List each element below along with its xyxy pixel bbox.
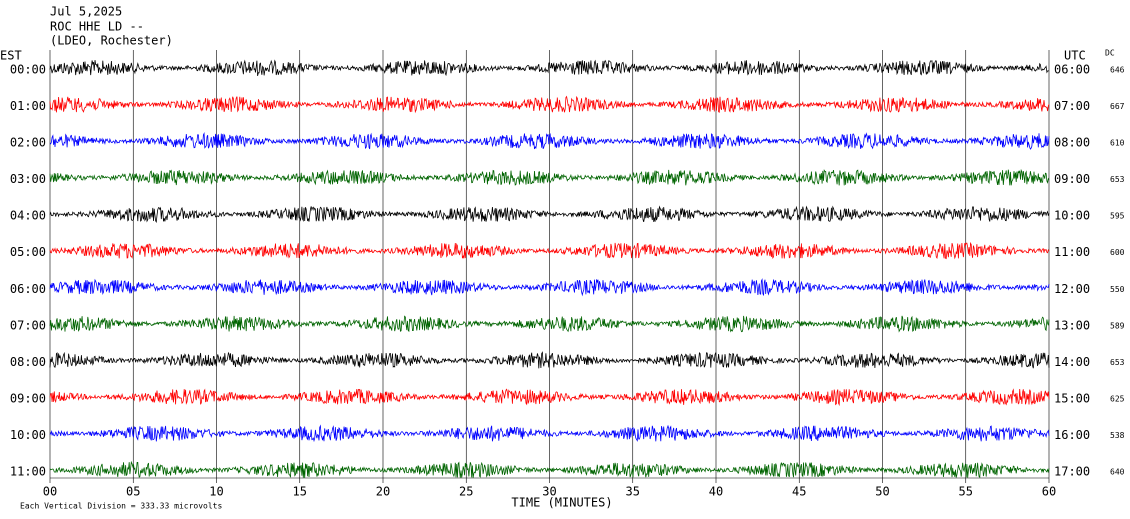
x-tick-label: 10 (209, 485, 223, 499)
est-label: 05:00 (10, 245, 46, 259)
est-label: 07:00 (10, 318, 46, 332)
utc-label: 07:00 (1054, 99, 1090, 113)
est-label: 09:00 (10, 391, 46, 405)
est-label: 04:00 (10, 209, 46, 223)
est-label: 08:00 (10, 355, 46, 369)
trace (49, 278, 1050, 297)
utc-label: 16:00 (1054, 428, 1090, 442)
x-tick-label: 25 (459, 485, 473, 499)
dc-value: 640 (1110, 468, 1125, 477)
utc-label: 12:00 (1054, 282, 1090, 296)
title-line: (LDEO, Rochester) (50, 34, 173, 48)
utc-label: 11:00 (1054, 245, 1090, 259)
trace (49, 315, 1050, 333)
title-line: Jul 5,2025 (50, 5, 122, 19)
est-label: 10:00 (10, 428, 46, 442)
x-tick-label: 50 (875, 485, 889, 499)
x-tick-label: 35 (626, 485, 640, 499)
dc-value: 667 (1110, 102, 1125, 111)
utc-label: 14:00 (1054, 355, 1090, 369)
trace (49, 168, 1050, 186)
est-label: 00:00 (10, 63, 46, 77)
utc-label: 10:00 (1054, 209, 1090, 223)
trace (49, 205, 1050, 224)
dc-value: 595 (1110, 212, 1125, 221)
x-tick-label: 40 (709, 485, 723, 499)
x-tick-label: 20 (376, 485, 390, 499)
right-axis-label: UTC (1064, 49, 1086, 63)
dc-value: 646 (1110, 66, 1125, 75)
x-tick-label: 00 (43, 485, 57, 499)
est-label: 11:00 (10, 465, 46, 479)
trace (49, 131, 1050, 150)
utc-label: 06:00 (1054, 63, 1090, 77)
title-line: ROC HHE LD -- (50, 20, 144, 34)
trace (49, 59, 1050, 77)
dc-value: 589 (1110, 321, 1125, 330)
dc-value: 653 (1110, 175, 1125, 184)
utc-label: 13:00 (1054, 318, 1090, 332)
utc-label: 15:00 (1054, 391, 1090, 405)
trace (49, 351, 1050, 369)
utc-label: 17:00 (1054, 465, 1090, 479)
dc-value: 610 (1110, 139, 1125, 148)
est-label: 02:00 (10, 136, 46, 150)
x-tick-label: 60 (1042, 485, 1056, 499)
trace (49, 388, 1050, 407)
x-tick-label: 55 (959, 485, 973, 499)
utc-label: 09:00 (1054, 172, 1090, 186)
dc-label: DC (1105, 49, 1115, 58)
x-tick-label: 30 (542, 485, 556, 499)
trace (49, 95, 1050, 114)
trace (49, 424, 1050, 443)
dc-value: 600 (1110, 248, 1125, 257)
dc-value: 550 (1110, 285, 1125, 294)
dc-value: 653 (1110, 358, 1125, 367)
left-axis-label: EST (0, 49, 22, 63)
utc-label: 08:00 (1054, 136, 1090, 150)
est-label: 03:00 (10, 172, 46, 186)
x-axis-label: TIME (MINUTES) (511, 496, 612, 510)
x-tick-label: 05 (126, 485, 140, 499)
dc-value: 538 (1110, 431, 1125, 440)
footnote: Each Vertical Division = 333.33 microvol… (20, 502, 222, 511)
x-tick-label: 15 (293, 485, 307, 499)
dc-value: 625 (1110, 394, 1125, 403)
trace (49, 241, 1050, 260)
x-tick-label: 45 (792, 485, 806, 499)
est-label: 06:00 (10, 282, 46, 296)
est-label: 01:00 (10, 99, 46, 113)
trace (49, 460, 1050, 478)
